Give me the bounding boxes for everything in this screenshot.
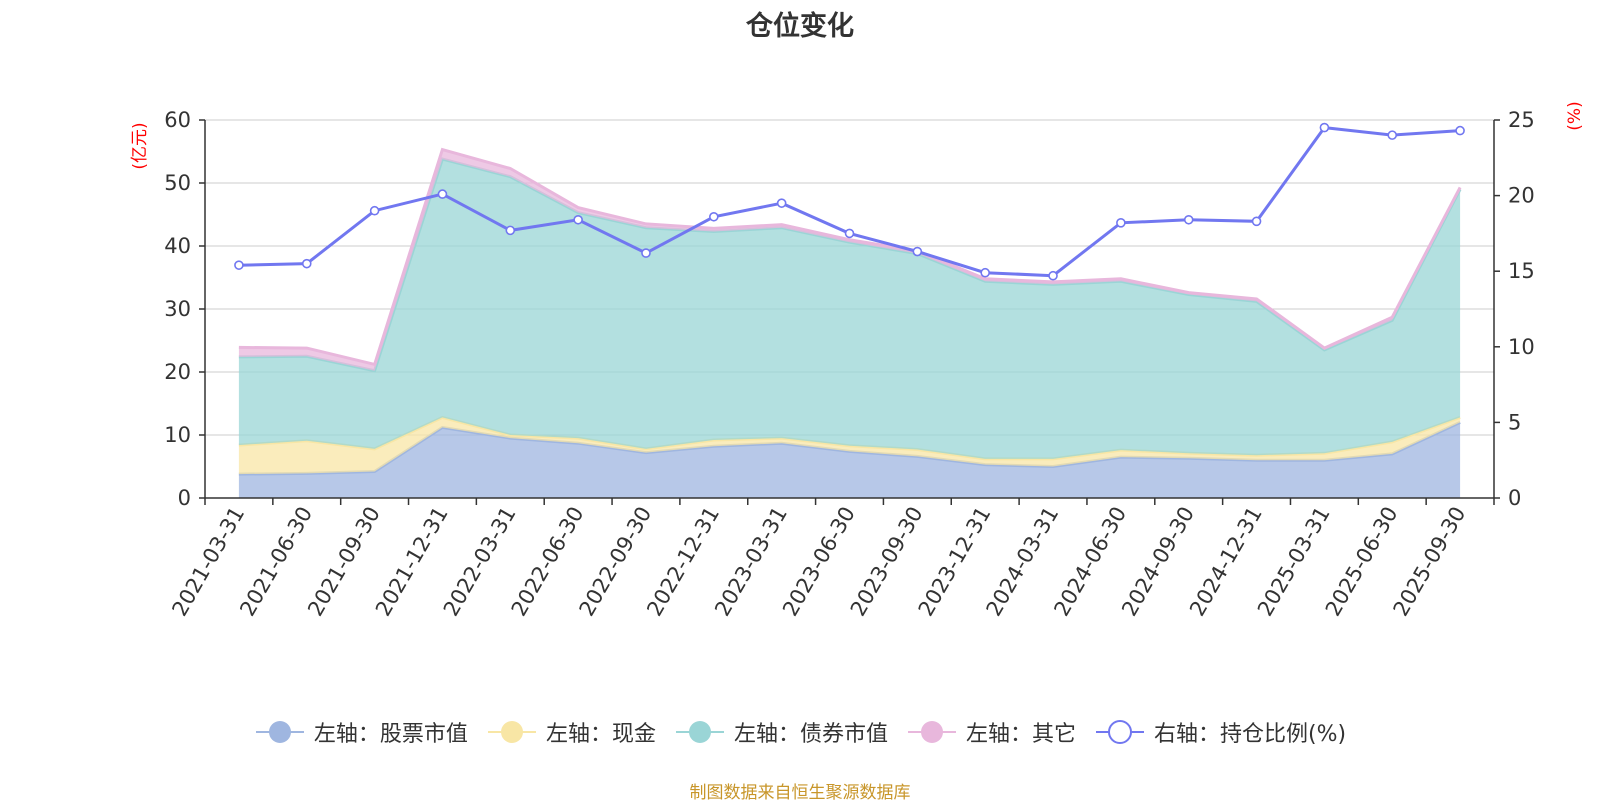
bond-area [238, 159, 1461, 459]
legend-label: 右轴：持仓比例(%) [1153, 722, 1347, 747]
left-tick-label: 0 [178, 486, 191, 510]
ratio-point [1048, 270, 1058, 281]
ratio-point [776, 198, 787, 208]
ratio-point [1387, 130, 1398, 140]
position-change-chart: 0 10 20 30 40 50 60 0 5 10 15 20 25 2021-03-312021-06… [130, 101, 1585, 621]
x-tick-label: 2023-03-31 [710, 503, 792, 621]
filled-circle-icon [675, 721, 724, 743]
x-tick-label: 2021-06-30 [235, 503, 317, 621]
ratio-point [844, 228, 855, 239]
filled-circle-icon [907, 721, 956, 743]
source-note: 制图数据来自恒生聚源数据库 [689, 783, 911, 803]
other-area-edge [238, 147, 1462, 367]
legend-item-other[interactable]: 左轴：其它 [906, 716, 1076, 748]
right-tick-label: 25 [1508, 108, 1535, 132]
x-tick-label: 2022-09-30 [574, 503, 656, 621]
legend-item-stock[interactable]: 左轴：股票市值 [254, 716, 468, 748]
left-tick-label: 60 [164, 108, 191, 132]
ratio-point [1183, 214, 1194, 225]
legend-label: 左轴：其它 [965, 722, 1076, 747]
legend: 左轴：股票市值 左轴：现金 左轴：债券市值 左轴：其它 右轴：持仓比例(%) [0, 716, 1600, 748]
left-tick-label: 40 [164, 234, 191, 258]
right-axis-unit: (%) [1565, 101, 1585, 130]
x-tick-label: 2021-03-31 [167, 503, 249, 621]
x-tick-label: 2023-09-30 [846, 502, 928, 620]
x-tick-label: 2025-06-30 [1321, 503, 1403, 621]
filled-circle-icon [487, 721, 536, 743]
ratio-point [301, 258, 312, 269]
stacked-areas [238, 147, 1462, 498]
right-tick-label: 5 [1508, 410, 1521, 434]
left-tick-label: 20 [164, 360, 191, 384]
x-tick-label: 2022-03-31 [439, 503, 521, 621]
ratio-point [709, 211, 719, 222]
x-tick-label: 2022-12-31 [642, 503, 724, 621]
ratio-point [912, 246, 923, 257]
legend-item-ratio[interactable]: 右轴：持仓比例(%) [1094, 716, 1346, 748]
x-tick-label: 2025-09-30 [1389, 503, 1471, 621]
filled-circle-icon [255, 721, 304, 743]
left-tick-label: 10 [164, 423, 191, 447]
x-tick-label: 2024-06-30 [1049, 503, 1131, 621]
x-tick-label: 2021-12-31 [371, 503, 453, 621]
right-tick-label: 20 [1508, 184, 1535, 208]
hollow-circle-icon [1095, 720, 1144, 744]
ratio-point [980, 267, 990, 278]
legend-label: 左轴：现金 [545, 722, 656, 747]
right-tick-label: 10 [1508, 335, 1535, 359]
ratio-point [369, 205, 380, 216]
left-tick-label: 30 [164, 297, 191, 321]
legend-item-cash[interactable]: 左轴：现金 [486, 716, 656, 748]
ratio-point [1251, 216, 1262, 227]
x-tick-label: 2023-06-30 [778, 503, 860, 621]
right-tick-label: 0 [1508, 486, 1521, 510]
x-tick-label: 2024-12-31 [1185, 503, 1267, 621]
x-tick-label: 2022-06-30 [507, 503, 589, 621]
legend-label: 左轴：债券市值 [733, 722, 888, 747]
ratio-point [437, 189, 448, 199]
ratio-point [641, 248, 651, 258]
ratio-point [505, 225, 516, 236]
left-axis-unit: (亿元) [130, 122, 150, 169]
left-tick-label: 50 [164, 171, 191, 195]
x-tick-label: 2025-03-31 [1253, 503, 1335, 621]
ratio-point [1319, 122, 1330, 133]
x-tick-label: 2021-09-30 [303, 503, 385, 621]
legend-label: 左轴：股票市值 [313, 722, 468, 747]
ratio-point [234, 260, 244, 270]
chart-title: 仓位变化 [746, 11, 854, 42]
ratio-point [1455, 125, 1465, 136]
x-tick-label: 2023-12-31 [914, 503, 996, 621]
ratio-point [573, 214, 583, 225]
legend-item-bond[interactable]: 左轴：债券市值 [674, 716, 888, 748]
x-tick-label: 2024-09-30 [1117, 503, 1199, 621]
ratio-line-layer [234, 122, 1465, 281]
right-tick-label: 15 [1508, 259, 1535, 283]
x-tick-label: 2024-03-31 [982, 503, 1064, 621]
ratio-point [1116, 218, 1126, 228]
